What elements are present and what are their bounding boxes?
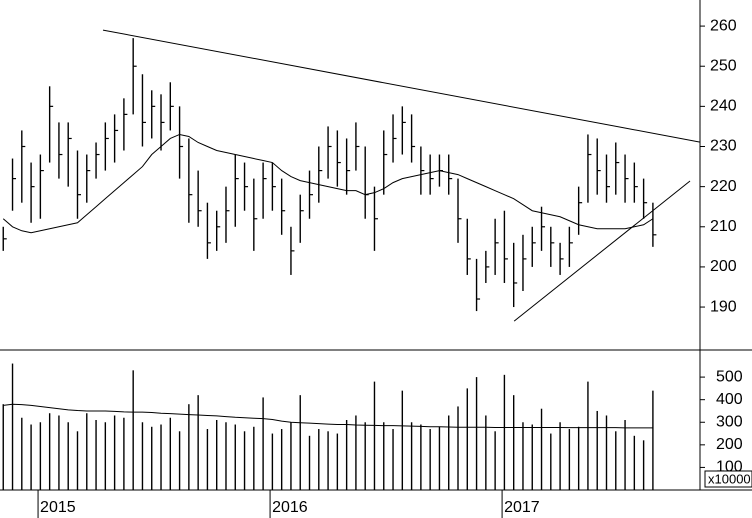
y-tick-label: 400 <box>716 391 743 408</box>
volume-unit-label: x10000 <box>708 471 751 486</box>
x-tick-label: 2015 <box>40 499 76 516</box>
y-tick-label: 190 <box>710 298 737 315</box>
unit-box <box>704 470 752 488</box>
y-tick-label: 240 <box>710 98 737 115</box>
y-tick-label: 230 <box>710 138 737 155</box>
y-tick-label: 500 <box>716 368 743 385</box>
volume-average <box>3 403 653 429</box>
moving-average <box>2 133 654 234</box>
y-tick-label: 300 <box>716 413 743 430</box>
y-tick-label: 200 <box>710 258 737 275</box>
trendline <box>102 29 701 143</box>
x-tick-label: 2016 <box>272 499 308 516</box>
y-tick-label: 210 <box>710 218 737 235</box>
y-tick-label: 220 <box>710 178 737 195</box>
y-tick-label: 200 <box>716 436 743 453</box>
x-tick-label: 2017 <box>504 499 540 516</box>
y-tick-label: 250 <box>710 57 737 74</box>
y-tick-label: 260 <box>710 17 737 34</box>
trendline <box>513 180 691 322</box>
